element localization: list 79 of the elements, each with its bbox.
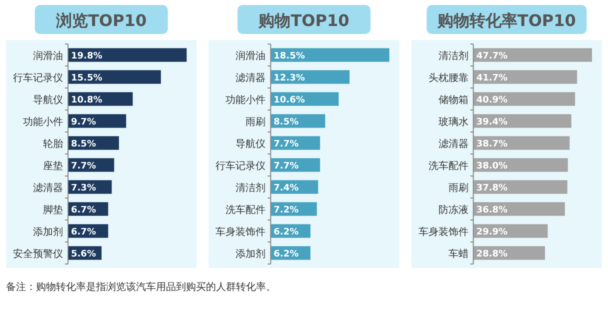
- data-label: 40.9%: [476, 96, 508, 106]
- bar: [270, 136, 320, 150]
- data-label: 7.7%: [71, 162, 96, 172]
- category-label: 功能小件: [23, 117, 63, 128]
- data-label: 8.5%: [274, 118, 299, 128]
- category-label: 头枕腰靠: [428, 73, 468, 84]
- data-label: 15.5%: [71, 74, 102, 84]
- category-label: 润滑油: [33, 51, 63, 62]
- category-label: 行车记录仪: [216, 161, 266, 172]
- bar: [68, 70, 161, 84]
- data-label: 9.7%: [71, 118, 96, 128]
- category-label: 洗车配件: [226, 205, 266, 216]
- bar: [270, 70, 350, 84]
- category-label: 座垫: [43, 161, 63, 172]
- category-label: 润滑油: [236, 51, 266, 62]
- data-label: 5.6%: [71, 250, 96, 260]
- data-label: 39.4%: [476, 118, 508, 128]
- data-label: 18.5%: [274, 52, 305, 62]
- bar: [473, 114, 572, 128]
- chart-title: 购物TOP10: [258, 11, 350, 30]
- category-label: 滤清器: [438, 139, 468, 150]
- category-label: 滤清器: [236, 73, 266, 84]
- category-label: 防冻液: [438, 205, 468, 216]
- data-label: 38.7%: [476, 140, 508, 150]
- category-label: 雨刷: [448, 183, 468, 194]
- data-label: 38.0%: [476, 162, 508, 172]
- category-label: 玻璃水: [438, 117, 468, 128]
- category-label: 安全预警仪: [13, 249, 63, 260]
- bar: [68, 48, 187, 62]
- category-label: 添加剂: [33, 227, 63, 238]
- data-label: 28.8%: [476, 250, 508, 260]
- category-label: 滤清器: [33, 183, 63, 194]
- data-label: 19.8%: [71, 52, 102, 62]
- data-label: 12.3%: [274, 74, 305, 84]
- data-label: 6.2%: [274, 228, 299, 238]
- data-label: 7.4%: [274, 184, 299, 194]
- data-label: 7.7%: [274, 162, 299, 172]
- category-label: 清洁剂: [438, 51, 468, 62]
- category-label: 导航仪: [236, 139, 266, 150]
- category-label: 轮胎: [43, 139, 63, 150]
- category-label: 添加剂: [236, 249, 266, 260]
- data-label: 7.3%: [71, 184, 96, 194]
- data-label: 10.8%: [71, 96, 102, 106]
- data-label: 7.7%: [274, 140, 299, 150]
- data-label: 6.2%: [274, 250, 299, 260]
- data-label: 29.9%: [476, 228, 508, 238]
- bar: [68, 114, 126, 128]
- bar: [473, 70, 578, 84]
- data-label: 37.8%: [476, 184, 508, 194]
- bar: [270, 48, 390, 62]
- category-label: 清洁剂: [236, 183, 266, 194]
- bar: [473, 180, 568, 194]
- bar: [473, 92, 576, 106]
- category-label: 雨刷: [246, 117, 266, 128]
- category-label: 脚垫: [43, 205, 63, 216]
- category-label: 行车记录仪: [13, 73, 63, 84]
- data-label: 6.7%: [71, 228, 96, 238]
- bar: [270, 158, 320, 172]
- chart-title: 购物转化率TOP10: [436, 11, 576, 30]
- category-label: 车身装饰件: [418, 227, 468, 238]
- chart-title: 浏览TOP10: [55, 11, 147, 30]
- bar: [473, 158, 568, 172]
- data-label: 8.5%: [71, 140, 96, 150]
- data-label: 47.7%: [476, 52, 508, 62]
- category-label: 功能小件: [226, 95, 266, 106]
- data-label: 7.2%: [274, 206, 299, 216]
- bar: [473, 48, 592, 62]
- category-label: 车身装饰件: [216, 227, 266, 238]
- data-label: 10.6%: [274, 96, 305, 106]
- bar: [473, 202, 565, 216]
- category-label: 车蜡: [448, 249, 468, 260]
- category-label: 洗车配件: [428, 161, 468, 172]
- data-label: 41.7%: [476, 74, 508, 84]
- category-label: 储物箱: [438, 95, 468, 106]
- bar: [473, 136, 570, 150]
- data-label: 6.7%: [71, 206, 96, 216]
- text: 备注：购物转化率是指浏览该汽车用品到购买的人群转化率。: [6, 281, 276, 293]
- category-label: 导航仪: [33, 95, 63, 106]
- data-label: 36.8%: [476, 206, 508, 216]
